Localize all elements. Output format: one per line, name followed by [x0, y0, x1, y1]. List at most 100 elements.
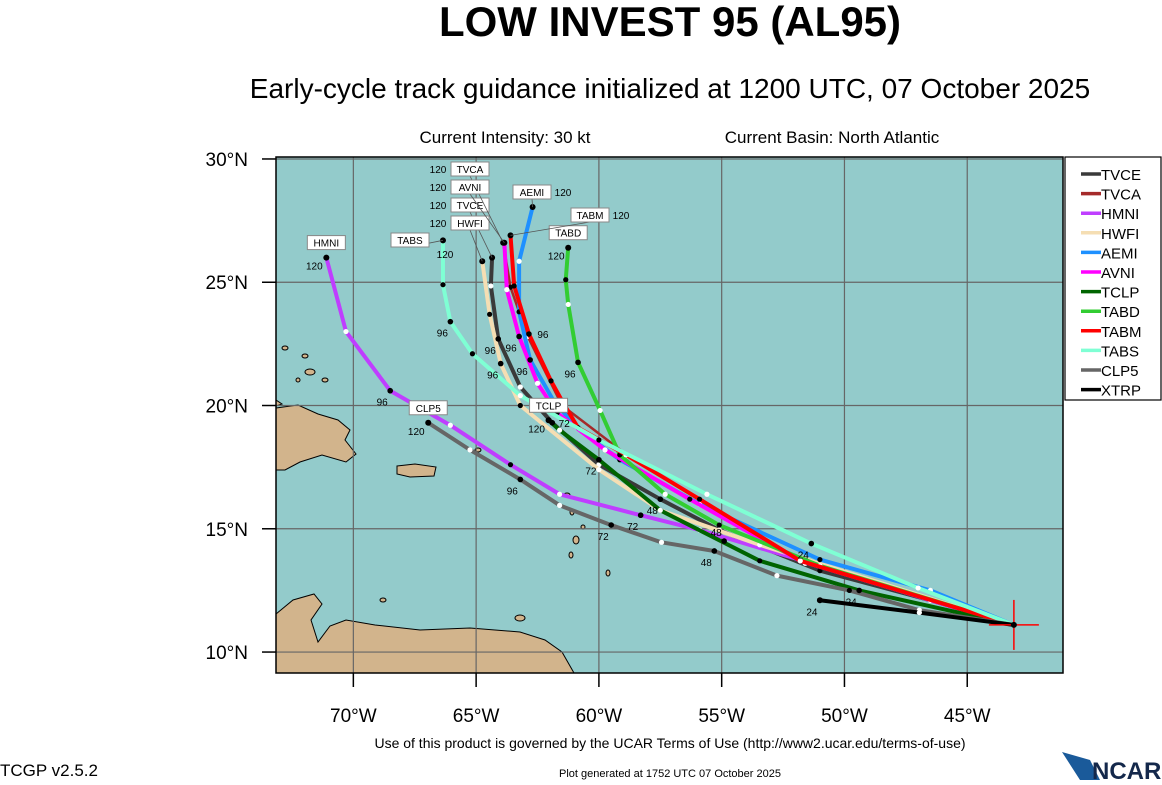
track-name-label: TABM — [576, 211, 603, 222]
legend-label: HWFI — [1101, 226, 1139, 243]
end-hour-label: 120 — [555, 188, 572, 199]
track-name-label: HMNI — [314, 239, 340, 250]
legend-label: TABS — [1101, 343, 1139, 360]
hour-marker-dot — [637, 512, 644, 519]
hour-marker-label: 96 — [506, 343, 518, 354]
legend-label: CLP5 — [1101, 363, 1139, 380]
legend-label: HMNI — [1101, 206, 1139, 223]
end-hour-label: 120 — [408, 427, 425, 438]
hour-marker-dot — [711, 548, 718, 554]
track-name-box — [390, 232, 430, 248]
hour-marker-label: 96 — [377, 398, 389, 409]
track-point — [597, 407, 603, 414]
grid-lines — [276, 157, 1063, 673]
track-name-label: TABS — [397, 236, 423, 247]
y-tick-label: 30°N — [206, 150, 248, 171]
hour-marker-dot — [575, 359, 581, 366]
track-point — [696, 496, 703, 502]
track-point — [557, 502, 563, 508]
x-tick-label: 55°W — [698, 706, 745, 727]
hour-marker-dot — [856, 587, 862, 594]
track-point — [511, 283, 517, 289]
track-end-point — [425, 419, 432, 426]
track-point — [662, 491, 668, 497]
end-hour-label: 120 — [437, 250, 454, 261]
track-name-label: CLP5 — [416, 404, 441, 415]
hour-marker-dot — [808, 540, 815, 547]
end-hour-label: 120 — [613, 211, 630, 222]
hour-marker-dot — [517, 476, 524, 483]
track-point — [516, 258, 522, 264]
track-point — [440, 282, 446, 288]
track-name-box — [450, 161, 490, 177]
track-point — [504, 287, 510, 293]
track-name-box — [450, 197, 490, 213]
track-name-label: TCLP — [536, 401, 562, 412]
legend-label: TVCE — [1101, 167, 1141, 184]
label-leader-line — [469, 229, 483, 262]
end-hour-label: 120 — [430, 201, 447, 212]
legend-label: TABM — [1101, 324, 1142, 341]
ncar-logo: NCAR — [1062, 752, 1161, 785]
track-name-box — [306, 235, 346, 251]
track-name-box — [529, 397, 569, 413]
track-name-label: AEMI — [520, 188, 544, 199]
ncar-logo-text: NCAR — [1092, 758, 1161, 780]
hour-marker-dot — [516, 333, 522, 340]
hour-marker-dot — [527, 357, 533, 363]
track-point — [563, 277, 569, 283]
track-name-label: AVNI — [459, 183, 482, 194]
hour-marker-dot — [387, 387, 393, 394]
chart-title: LOW INVEST 95 (AL95) — [439, 0, 901, 45]
legend-label: XTRP — [1101, 383, 1141, 400]
track-point — [602, 447, 608, 453]
puerto-rico-land — [396, 463, 437, 478]
track-point — [757, 558, 763, 564]
x-tick-label: 45°W — [944, 706, 991, 727]
track-point — [517, 384, 523, 390]
hour-marker-label: 96 — [485, 346, 497, 357]
x-tick-label: 50°W — [821, 706, 868, 727]
hour-marker-label: 72 — [559, 419, 571, 430]
legend-label: TCLP — [1101, 285, 1139, 302]
plot-frame — [275, 156, 1064, 674]
axis-ticks: 70°W 65°W 60°W 55°W 50°W 45°W 10°N 15°N 20°N 25°N… — [206, 150, 991, 727]
end-hour-label: 120 — [306, 262, 323, 273]
x-tick-label: 65°W — [453, 706, 500, 727]
track-point — [548, 378, 554, 384]
hour-marker-label: 24 — [806, 607, 818, 618]
track-point — [657, 507, 663, 513]
hour-marker-label: 96 — [487, 371, 499, 382]
legend: TVCE TVCA HMNI HWFI AEMI AVNI TCLP TABD TABM TABS… — [1064, 156, 1162, 401]
hour-marker-label: 96 — [517, 367, 529, 378]
track-name-label: TVCA — [457, 165, 484, 176]
track-point — [343, 328, 349, 335]
hour-marker-dot — [495, 336, 502, 342]
legend-label: AVNI — [1101, 265, 1135, 282]
track-name-box — [450, 215, 490, 231]
y-tick-label: 25°N — [206, 273, 248, 294]
y-tick-label: 10°N — [206, 643, 248, 664]
end-hour-label: 120 — [548, 252, 565, 263]
track-point — [817, 568, 823, 574]
hour-marker-label: 24 — [846, 597, 858, 608]
label-leader-line — [510, 221, 591, 236]
initial-position-marker — [988, 599, 1039, 650]
initial-position-dot — [1010, 621, 1017, 628]
hour-marker-label: 96 — [537, 330, 549, 341]
track-point — [517, 402, 523, 409]
hour-marker-dot — [721, 538, 727, 544]
track-point — [817, 556, 823, 563]
hour-marker-label: 96 — [507, 486, 519, 497]
legend-label: AEMI — [1101, 245, 1138, 262]
track-point — [687, 496, 693, 502]
end-hour-label: 120 — [528, 424, 545, 435]
hour-marker-dot — [447, 318, 454, 325]
track-point — [846, 587, 852, 594]
track-point — [488, 283, 494, 289]
hour-marker-label: 48 — [647, 506, 659, 517]
hour-marker-dot — [596, 456, 602, 463]
track-point — [517, 393, 523, 399]
track-point — [467, 447, 473, 453]
